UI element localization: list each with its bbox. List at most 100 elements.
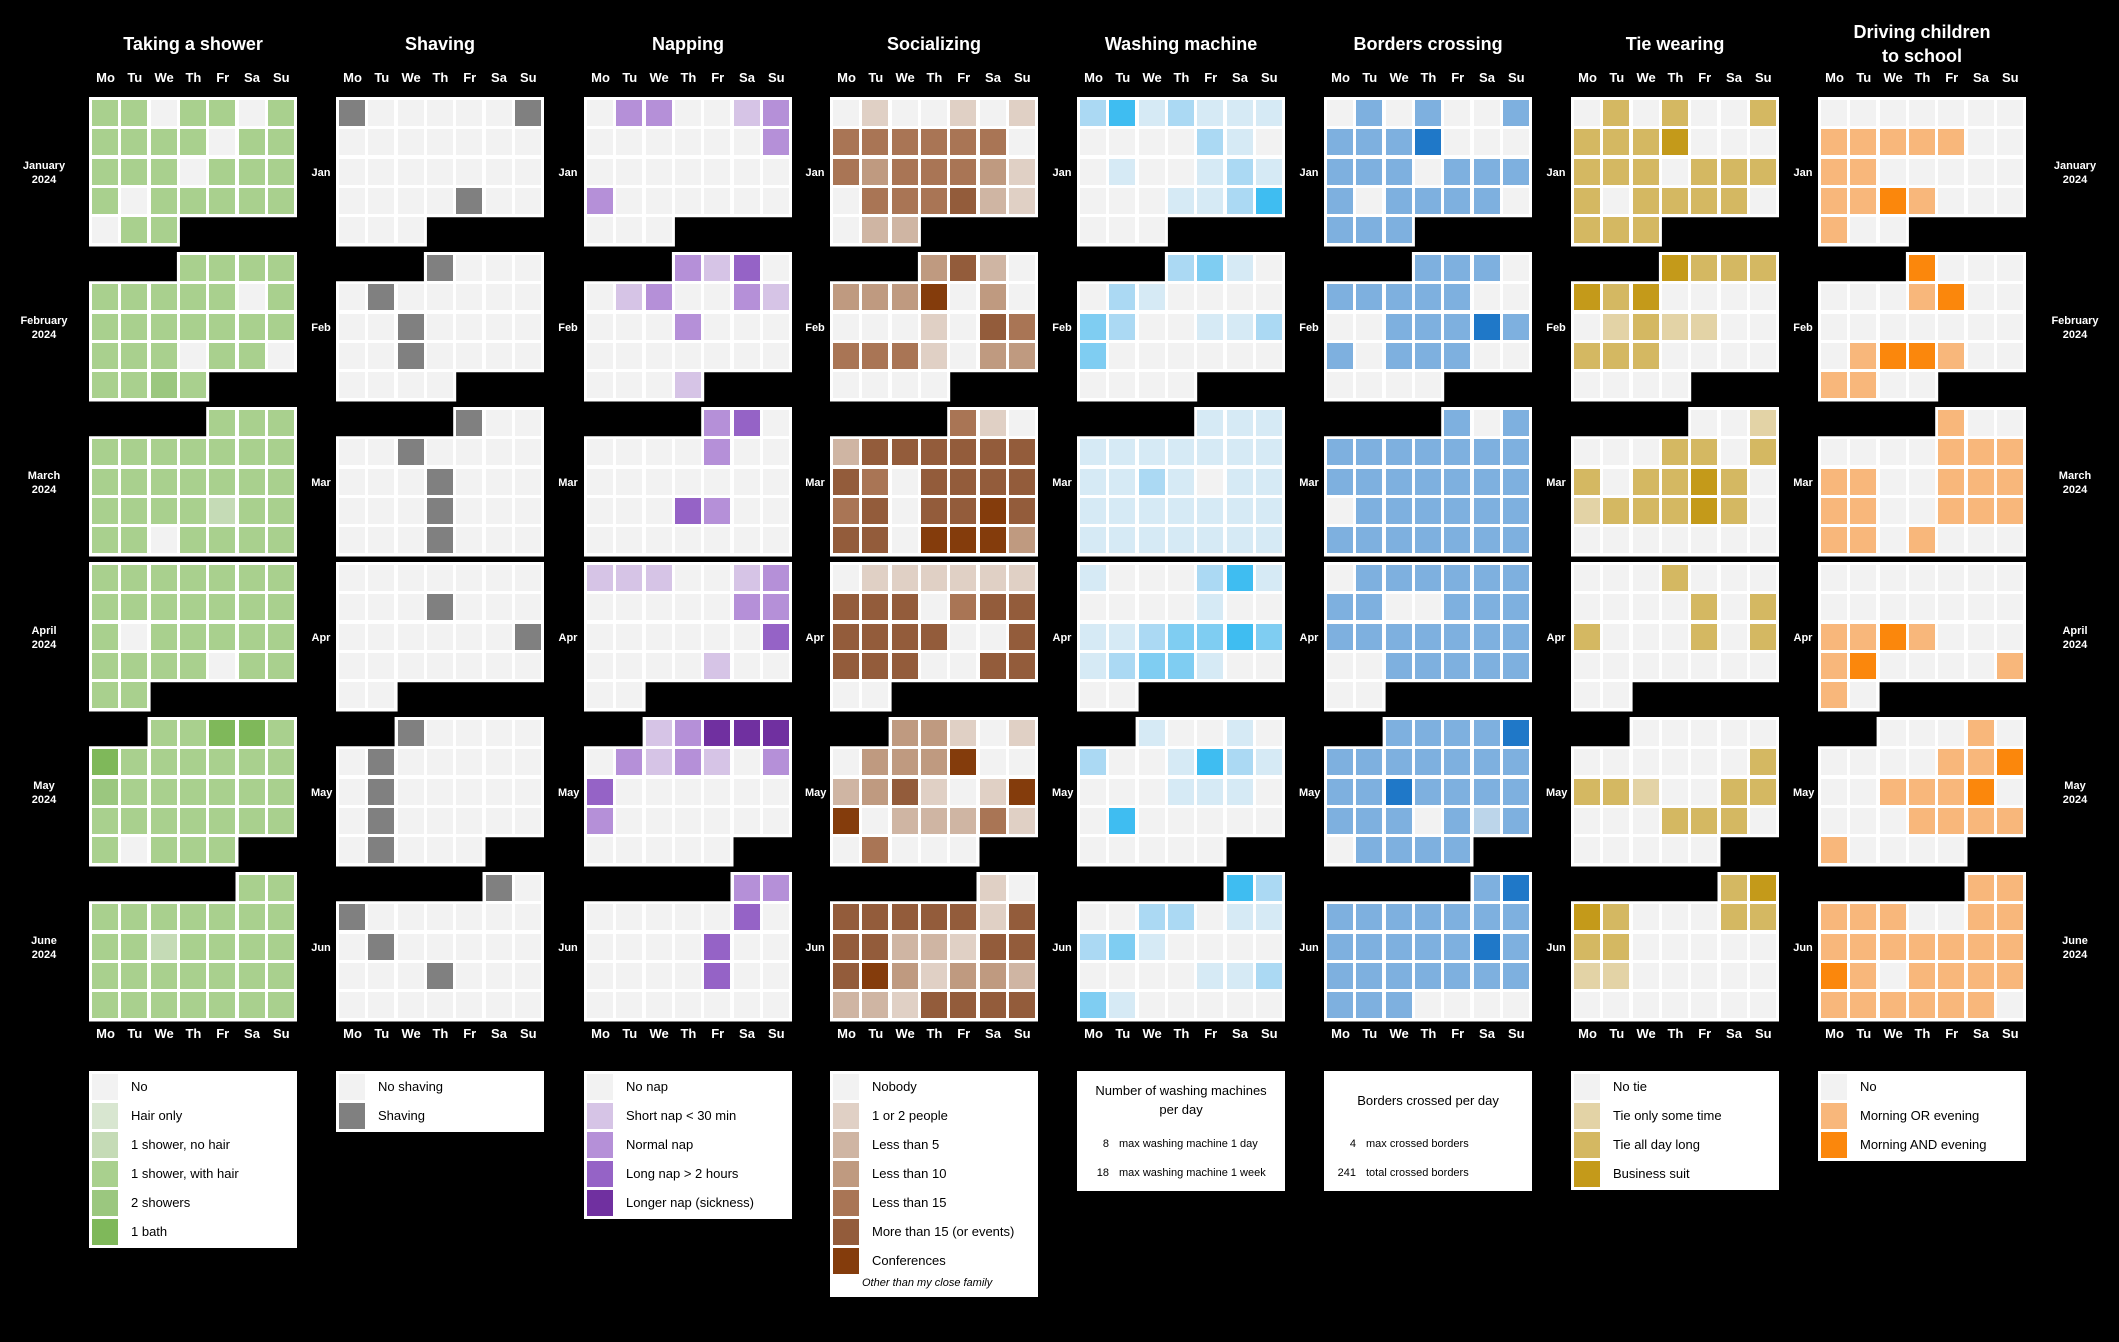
day-cell-shaving-1-17 — [485, 313, 512, 340]
day-cell-borders-5-1 — [1473, 875, 1500, 901]
day-cell-shower-5-22 — [238, 962, 265, 989]
day-cell-social-3-17 — [891, 623, 918, 650]
day-cell-driving-1-16 — [1938, 313, 1965, 340]
day-cell-social-5-16 — [1008, 933, 1035, 960]
day-cell-driving-2-19 — [1850, 497, 1877, 524]
day-cell-washing-3-8 — [1080, 594, 1106, 621]
day-cell-napping-0-12 — [704, 129, 731, 156]
day-cell-social-0-21 — [1008, 158, 1035, 185]
day-cell-washing-2-17 — [1255, 468, 1282, 495]
day-cell-napping-3-10 — [645, 594, 672, 621]
day-cell-shower-5-13 — [179, 933, 206, 960]
day-cell-driving-2-6 — [1879, 439, 1906, 466]
day-cell-washing-4-11 — [1226, 749, 1253, 776]
day-cell-washing-2-10 — [1255, 439, 1282, 466]
day-cell-washing-1-19 — [1080, 342, 1106, 369]
month-label-right-0: January 2024 — [2053, 160, 2097, 187]
day-cell-driving-3-10 — [1879, 594, 1906, 621]
day-cell-borders-3-20 — [1473, 623, 1500, 650]
dow-bottom-shaving-Tu: Tu — [374, 1026, 390, 1041]
day-cell-social-2-26 — [862, 527, 889, 554]
legend-label-social-3: Less than 10 — [872, 1166, 947, 1181]
legend-item-social-4: Less than 15 — [830, 1190, 1038, 1216]
day-cell-driving-2-28 — [1908, 527, 1935, 554]
day-cell-shaving-4-12 — [514, 749, 541, 776]
day-cell-napping-4-2 — [674, 720, 701, 746]
day-cell-shaving-5-28 — [456, 992, 483, 1019]
day-cell-shaving-0-21 — [514, 158, 541, 185]
day-cell-napping-5-23 — [762, 962, 789, 989]
day-cell-shaving-0-5 — [456, 100, 483, 126]
day-cell-tie-1-16 — [1691, 313, 1718, 340]
day-cell-napping-5-14 — [704, 933, 731, 960]
day-cell-napping-0-17 — [645, 158, 672, 185]
day-cell-washing-2-30 — [1226, 527, 1253, 554]
day-cell-shaving-2-19 — [368, 497, 395, 524]
day-cell-social-4-9 — [920, 749, 947, 776]
day-cell-social-0-7 — [1008, 100, 1035, 126]
day-cell-borders-5-30 — [1502, 992, 1529, 1019]
day-cell-borders-4-17 — [1444, 778, 1471, 805]
day-cell-napping-1-24 — [733, 342, 760, 369]
day-cell-shower-0-12 — [209, 129, 236, 156]
dow-bottom-tie-Mo: Mo — [1578, 1026, 1597, 1041]
day-cell-napping-4-31 — [704, 837, 731, 864]
day-cell-tie-3-21 — [1749, 623, 1776, 650]
day-cell-napping-1-28 — [645, 372, 672, 399]
day-cell-washing-1-4 — [1255, 255, 1282, 281]
day-cell-borders-0-26 — [1444, 187, 1471, 214]
day-cell-washing-2-22 — [1197, 497, 1224, 524]
day-cell-social-3-25 — [920, 652, 947, 679]
legend-item-social-0: Nobody — [830, 1074, 1038, 1100]
day-cell-shower-5-19 — [150, 962, 177, 989]
day-cell-shaving-2-25 — [339, 527, 365, 554]
day-cell-napping-4-21 — [616, 807, 643, 834]
day-cell-social-3-29 — [833, 682, 859, 709]
dow-bottom-social-Tu: Tu — [868, 1026, 884, 1041]
day-cell-driving-4-10 — [1938, 749, 1965, 776]
day-cell-shower-3-18 — [179, 623, 206, 650]
day-cell-tie-0-9 — [1603, 129, 1630, 156]
day-cell-driving-3-9 — [1850, 594, 1877, 621]
day-cell-shaving-1-6 — [368, 284, 395, 311]
day-cell-social-1-1 — [920, 255, 947, 281]
legend-note-social: Other than my close family — [862, 1277, 993, 1289]
day-cell-borders-4-28 — [1356, 837, 1383, 864]
legend-item-shower-3: 1 shower, with hair — [89, 1161, 297, 1187]
day-cell-shower-0-27 — [238, 187, 265, 214]
day-cell-borders-1-20 — [1356, 342, 1383, 369]
day-cell-shower-1-3 — [238, 255, 265, 281]
month-label-right-4: May 2024 — [2062, 780, 2088, 807]
day-cell-social-1-10 — [979, 284, 1006, 311]
day-cell-borders-2-12 — [1356, 468, 1383, 495]
day-cell-shower-2-10 — [267, 439, 294, 466]
day-cell-washing-2-27 — [1138, 527, 1165, 554]
dow-top-tie-Tu: Tu — [1609, 70, 1625, 85]
day-cell-borders-0-14 — [1502, 129, 1529, 156]
month-short-6-3: Apr — [1793, 632, 1813, 645]
legend-swatch-napping-0 — [587, 1074, 613, 1100]
dow-bottom-driving-Tu: Tu — [1856, 1026, 1872, 1041]
day-cell-driving-4-16 — [1908, 778, 1935, 805]
day-cell-tie-0-18 — [1661, 158, 1688, 185]
dow-top-shower-Th: Th — [185, 70, 202, 85]
day-cell-social-1-4 — [1008, 255, 1035, 281]
day-cell-driving-5-29 — [1967, 992, 1994, 1019]
day-cell-tie-3-1 — [1574, 565, 1600, 591]
day-cell-social-3-26 — [950, 652, 977, 679]
day-cell-shaving-4-25 — [485, 807, 512, 834]
day-cell-washing-5-27 — [1167, 992, 1194, 1019]
legend-swatch-social-0 — [833, 1074, 859, 1100]
day-cell-shaving-1-8 — [426, 284, 453, 311]
day-cell-social-1-24 — [979, 342, 1006, 369]
day-cell-shaving-0-4 — [426, 100, 453, 126]
day-cell-napping-3-2 — [616, 565, 643, 591]
day-cell-driving-5-25 — [1850, 992, 1877, 1019]
day-cell-borders-2-4 — [1327, 439, 1353, 466]
day-cell-shower-2-23 — [238, 497, 265, 524]
day-cell-social-2-20 — [891, 497, 918, 524]
day-cell-napping-0-16 — [616, 158, 643, 185]
day-cell-shaving-3-19 — [456, 623, 483, 650]
day-cell-borders-2-8 — [1444, 439, 1471, 466]
day-cell-washing-5-17 — [1080, 962, 1106, 989]
